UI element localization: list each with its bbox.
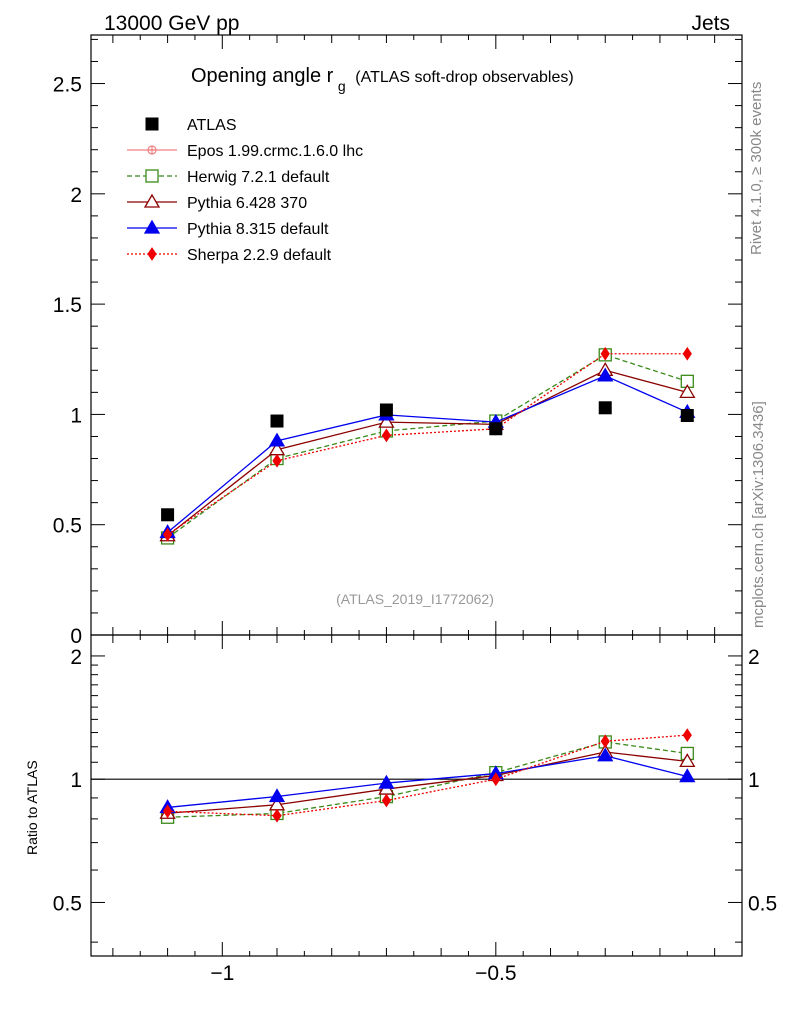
series-3-ratio-point <box>679 768 696 783</box>
ratio-y-tick-label: 0.5 <box>53 892 82 915</box>
series-3-line <box>167 375 688 533</box>
series-4-ratio-line <box>167 734 688 817</box>
series-1-ratio-line <box>167 741 688 818</box>
series-1-line <box>167 354 688 539</box>
series-4-ratio-point <box>381 793 392 808</box>
series-3-ratio-line <box>167 755 688 809</box>
legend-label: Pythia 6.428 370 <box>187 195 307 212</box>
series-4-ratio-point <box>272 808 282 823</box>
series-3-ratio-point <box>268 788 286 803</box>
atlas-data-point <box>680 409 694 423</box>
series-3-point <box>597 367 614 382</box>
legend-label: Epos 1.99.crmc.1.6.0 lhc <box>187 143 363 160</box>
y-tick-label: 0 <box>70 625 82 648</box>
y-tick-label: 2 <box>70 184 82 207</box>
series-3-ratio-point <box>378 774 395 789</box>
y-tick-label: 0.5 <box>53 515 82 538</box>
series-2-line <box>167 369 688 537</box>
series-4-point <box>272 453 282 468</box>
series-2-ratio-point <box>679 753 696 768</box>
series-4-point <box>600 346 610 361</box>
legend-marker <box>145 169 159 183</box>
ratio-y-axis-label: Ratio to ATLAS <box>24 760 40 855</box>
legend-label: Herwig 7.2.1 default <box>187 169 330 186</box>
legend-label: Sherpa 2.2.9 default <box>187 247 332 264</box>
legend-label: Pythia 8.315 default <box>187 221 329 238</box>
atlas-data-point <box>161 508 175 522</box>
ratio-y-tick-label: 1 <box>70 769 82 792</box>
plot-title: Opening angle r g (ATLAS soft-drop obser… <box>191 65 574 96</box>
series-3-point <box>268 432 286 447</box>
series-4-ratio-point <box>682 728 692 743</box>
legend-marker <box>147 145 157 155</box>
ratio-y-tick-label-right: 1 <box>748 769 760 792</box>
series-2-point <box>679 384 696 399</box>
series-4-ratio-point <box>600 734 610 749</box>
legend-marker <box>143 219 161 234</box>
legend-marker <box>147 247 157 261</box>
beam-label: 13000 GeV pp <box>104 12 239 35</box>
atlas-data-point <box>489 422 503 436</box>
legend-marker <box>143 193 161 208</box>
series-4-ratio-point <box>491 772 501 787</box>
legend-marker <box>145 117 159 131</box>
series-4-ratio-point <box>162 804 173 819</box>
legend-label: ATLAS <box>187 117 237 134</box>
y-tick-label: 2.5 <box>53 74 82 97</box>
atlas-data-point <box>598 401 612 415</box>
rivet-label: Rivet 4.1.0, ≥ 300k events <box>748 82 765 255</box>
x-tick-label: −1 <box>210 962 234 985</box>
y-tick-label: 1 <box>70 404 82 427</box>
series-2-ratio-line <box>167 751 688 814</box>
mcplots-label: mcplots.cern.ch [arXiv:1306.3436] <box>750 401 767 628</box>
ratio-y-tick-label: 2 <box>70 646 82 669</box>
plot-title-note: (ATLAS soft-drop observables) <box>355 69 573 86</box>
series-4-point <box>381 428 392 443</box>
analysis-id: (ATLAS_2019_I1772062) <box>336 591 494 607</box>
ratio-y-tick-label-right: 2 <box>748 646 760 669</box>
atlas-data-point <box>270 414 284 428</box>
plot-title-main: Opening angle r <box>191 65 334 87</box>
atlas-data-point <box>379 403 393 417</box>
series-4-point <box>682 346 692 361</box>
series-3-ratio-point <box>597 747 614 762</box>
ratio-plot-frame <box>90 634 743 957</box>
x-tick-label: −0.5 <box>475 962 516 985</box>
category-label: Jets <box>691 12 730 35</box>
series-4-point <box>162 527 173 542</box>
series-4-line <box>167 353 688 536</box>
y-tick-label: 1.5 <box>53 294 82 317</box>
ratio-y-tick-label-right: 0.5 <box>748 892 777 915</box>
plot-title-subscript: g <box>338 78 346 94</box>
series-2-point <box>378 413 395 428</box>
